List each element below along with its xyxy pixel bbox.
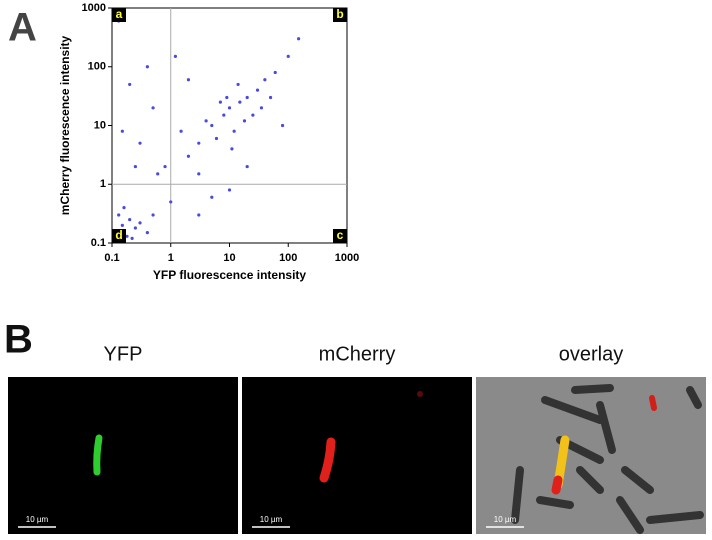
point xyxy=(133,226,137,230)
quadrant-label-bg xyxy=(112,229,126,243)
quadrant-label-bg xyxy=(333,229,347,243)
y-tick-label: 10 xyxy=(94,119,106,131)
image-yfp xyxy=(8,377,238,534)
point xyxy=(120,223,124,227)
point xyxy=(186,154,191,158)
point xyxy=(151,106,155,110)
point xyxy=(218,100,222,104)
y-tick-label: 0.1 xyxy=(91,237,106,249)
image-title: mCherry xyxy=(319,343,396,365)
point xyxy=(169,200,173,204)
point xyxy=(286,54,290,59)
quadrant-label: c xyxy=(337,228,344,242)
point xyxy=(145,231,149,235)
image-mcherry xyxy=(242,377,472,534)
point xyxy=(173,54,178,59)
y-tick-label: 1000 xyxy=(82,2,106,14)
point xyxy=(238,100,242,104)
point xyxy=(251,113,255,117)
quadrant-label: d xyxy=(115,228,122,242)
point xyxy=(117,213,121,217)
x-tick-label: 1 xyxy=(168,252,174,264)
point xyxy=(214,136,219,141)
quadrant-label-bg xyxy=(112,8,126,22)
y-tick-label: 1 xyxy=(100,178,106,190)
x-tick-label: 10 xyxy=(223,252,235,264)
point xyxy=(227,106,232,110)
point xyxy=(222,113,226,117)
point xyxy=(138,141,142,145)
image-overlay xyxy=(476,377,706,534)
y-axis-label: mCherry fluorescence intensity xyxy=(58,35,72,215)
point xyxy=(133,164,137,169)
image-title: YFP xyxy=(104,343,143,365)
point xyxy=(255,88,260,92)
point xyxy=(225,95,229,100)
point xyxy=(227,188,232,192)
point xyxy=(232,129,236,133)
point xyxy=(210,195,214,199)
point xyxy=(120,129,124,133)
point xyxy=(259,106,264,110)
point xyxy=(268,95,273,100)
point xyxy=(151,213,155,217)
y-tick-label: 100 xyxy=(88,61,106,73)
quadrant-label: a xyxy=(116,7,123,21)
point xyxy=(273,70,277,75)
x-tick-label: 0.1 xyxy=(104,252,119,264)
point xyxy=(204,119,208,123)
point xyxy=(197,141,201,145)
image-title: overlay xyxy=(559,343,623,365)
point xyxy=(236,82,240,87)
x-tick-label: 100 xyxy=(279,252,297,264)
point xyxy=(210,123,214,128)
point xyxy=(179,129,183,133)
panel-label: A xyxy=(8,6,37,50)
scale-bar-label: 10 µm xyxy=(260,515,283,524)
point xyxy=(186,78,191,82)
point xyxy=(125,234,129,238)
point xyxy=(122,206,126,210)
panel-label: B xyxy=(4,318,33,362)
point xyxy=(245,95,249,100)
point xyxy=(128,218,132,222)
scale-bar-label: 10 µm xyxy=(494,515,517,524)
point xyxy=(197,213,201,217)
x-tick-label: 1000 xyxy=(335,252,359,264)
point xyxy=(242,119,247,123)
point xyxy=(145,65,149,69)
point xyxy=(128,82,132,87)
point xyxy=(163,164,167,169)
quadrant-label-bg xyxy=(333,8,347,22)
point xyxy=(156,172,160,176)
point xyxy=(296,37,301,41)
plot-area xyxy=(111,7,348,244)
point xyxy=(138,221,142,225)
quadrant-label: b xyxy=(336,7,343,21)
point xyxy=(245,164,249,169)
point xyxy=(197,172,201,176)
x-axis-label: YFP fluorescence intensity xyxy=(153,268,306,282)
point xyxy=(280,123,285,128)
scale-bar-label: 10 µm xyxy=(26,515,49,524)
point xyxy=(130,236,134,240)
point xyxy=(263,78,267,82)
point xyxy=(230,147,234,151)
